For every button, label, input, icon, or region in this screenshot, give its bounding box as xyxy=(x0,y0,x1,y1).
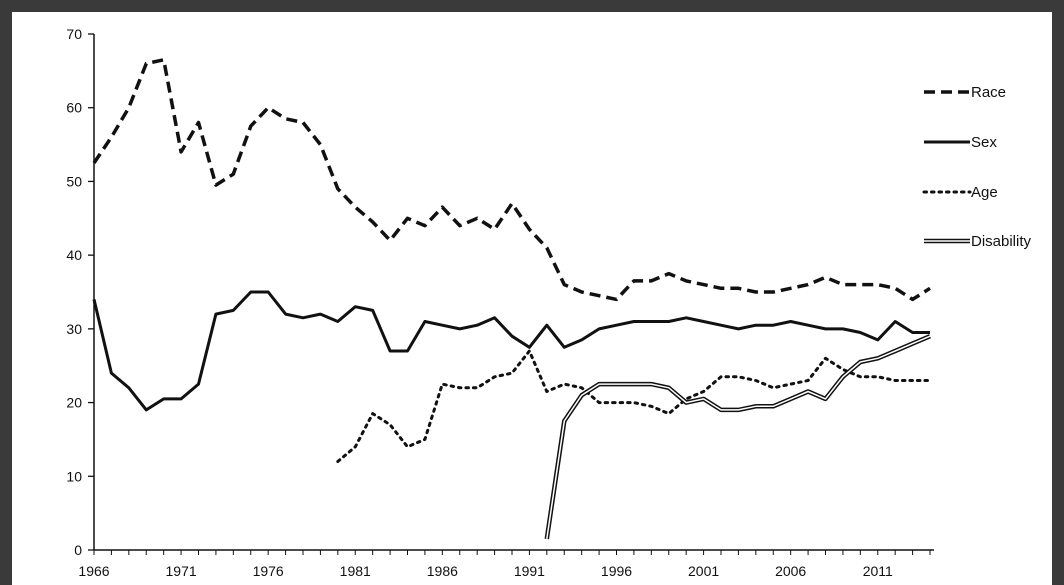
tick-labels: 0 10 20 30 40 50 60 70 1966 1971 1976 1981 1986 1991 1… xyxy=(66,26,893,579)
legend-label-disability: Disability xyxy=(971,233,1032,250)
x-tick-label: 1981 xyxy=(340,563,371,579)
y-tick-label: 70 xyxy=(66,26,82,42)
y-tick-label: 40 xyxy=(66,247,82,263)
chart-panel: 0 10 20 30 40 50 60 70 1966 1971 1976 1981 1986 1991 1… xyxy=(12,12,1052,585)
series-line-race xyxy=(92,58,931,302)
y-tick-label: 50 xyxy=(66,173,82,189)
x-tick-label: 2011 xyxy=(863,563,893,579)
y-tick-label: 20 xyxy=(66,395,82,411)
series-lines xyxy=(92,58,932,540)
series-line-age xyxy=(336,349,932,463)
x-tick-label: 1986 xyxy=(427,563,458,579)
line-chart: 0 10 20 30 40 50 60 70 1966 1971 1976 1981 1986 1991 1… xyxy=(66,26,1032,579)
legend-label-race: Race xyxy=(971,84,1006,101)
legend-label-sex: Sex xyxy=(971,134,997,151)
x-tick-label: 1991 xyxy=(514,563,545,579)
x-tick-label: 1971 xyxy=(166,563,197,579)
x-tick-label: 2006 xyxy=(775,563,806,579)
x-tick-label: 1966 xyxy=(78,563,109,579)
legend: Race Sex Age Disability xyxy=(922,84,1032,250)
series-line-disability xyxy=(544,334,931,540)
y-tick-label: 10 xyxy=(66,468,82,484)
y-tick-label: 0 xyxy=(74,542,82,558)
y-tick-label: 30 xyxy=(66,321,82,337)
x-tick-label: 1996 xyxy=(601,563,632,579)
axes xyxy=(88,33,934,555)
y-tick-label: 60 xyxy=(66,100,82,116)
legend-label-age: Age xyxy=(971,184,998,201)
series-line-sex xyxy=(92,290,930,412)
x-tick-label: 2001 xyxy=(688,563,719,579)
x-tick-label: 1976 xyxy=(253,563,284,579)
series-line-disability-inner xyxy=(546,335,931,540)
